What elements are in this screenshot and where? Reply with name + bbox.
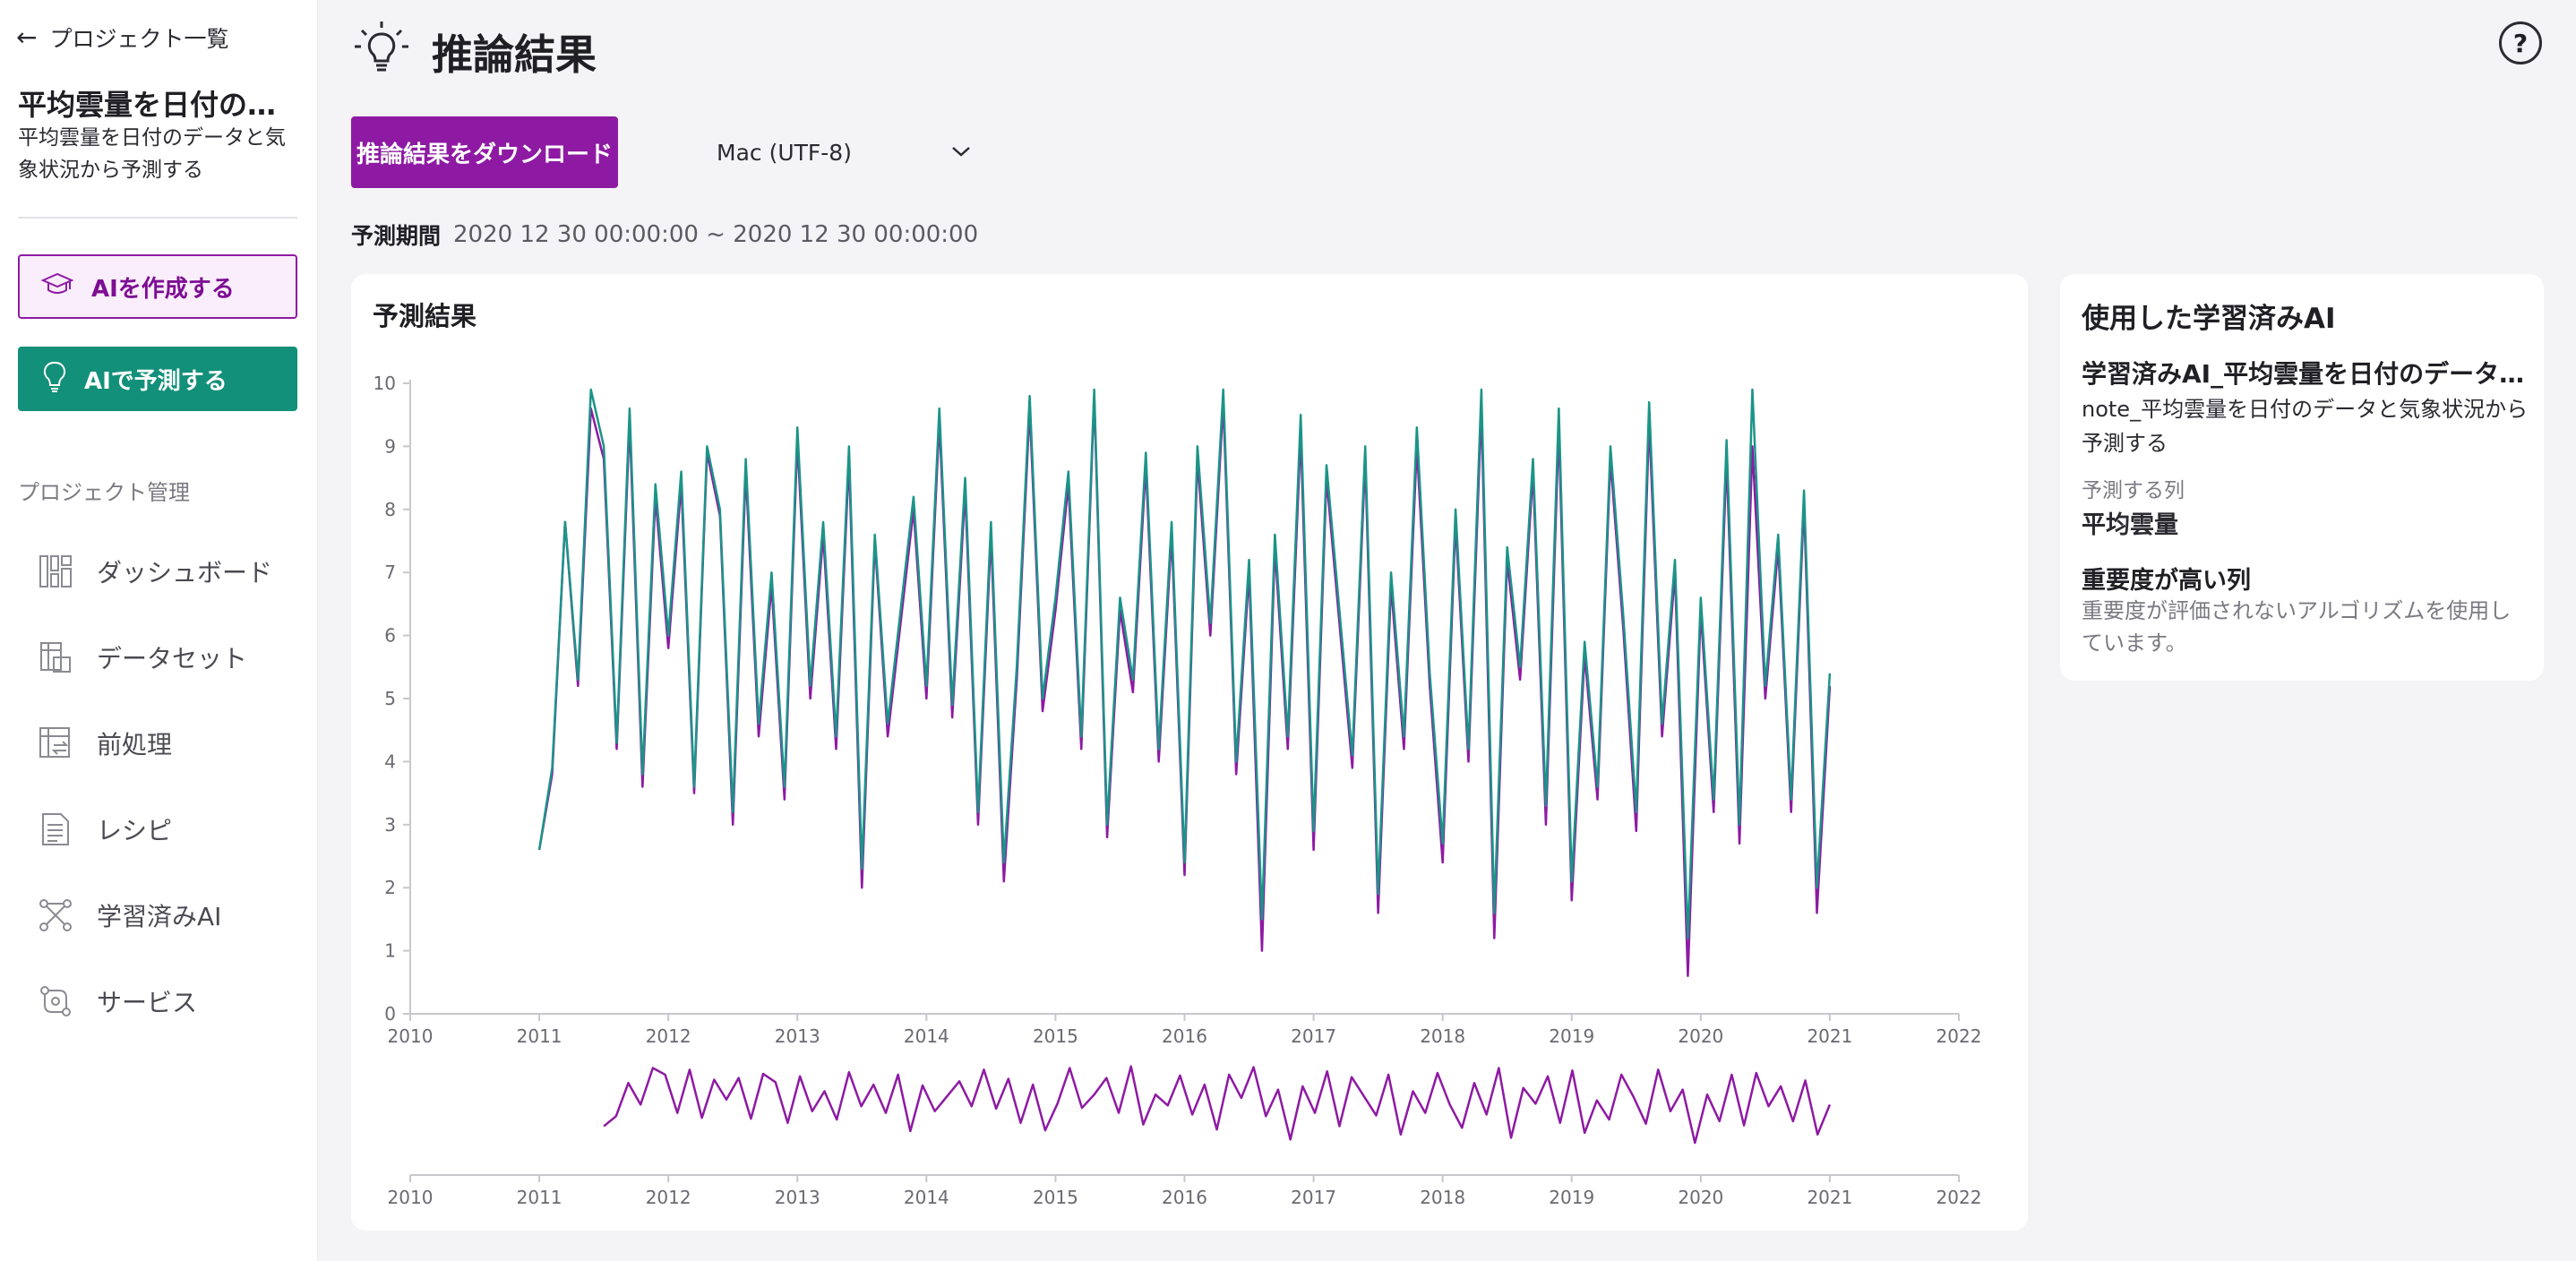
sidebar-item-trained-ai[interactable]: 学習済みAI [36,872,305,958]
arrow-left-icon: ← [16,22,38,52]
sidebar-item-label: レシピ [97,816,173,845]
sidebar: ← プロジェクト一覧 平均雲量を日付のデータと気象状況から予測する 平均雲量を日… [0,0,318,1261]
chart-card-title: 予測結果 [373,301,477,331]
sidebar-item-label: サービス [97,988,198,1017]
encoding-select-value: Mac (UTF-8) [717,139,852,166]
y-tick-label: 10 [374,373,396,394]
navigator-tick-label: 2018 [1420,1187,1465,1208]
project-description: 平均雲量を日付のデータと気象状況から予測する [18,126,286,182]
navigator-tick-label: 2021 [1807,1187,1852,1208]
page-header: 推論結果 [349,18,597,86]
sidebar-item-dataset[interactable]: データセット [36,614,305,700]
y-tick-label: 5 [384,688,396,709]
importance-value: 重要度が評価されないアルゴリズムを使用しています。 [2082,598,2512,656]
x-tick-label: 2016 [1162,1025,1207,1047]
trained-ai-card-title: 使用した学習済みAI [2082,303,2336,335]
target-column-label: 予測する列 [2082,479,2185,502]
back-to-projects-link[interactable]: ← プロジェクト一覧 [16,21,228,54]
service-icon [36,982,75,1021]
lightbulb-icon [349,18,414,86]
navigator-series-line [603,1065,1832,1145]
predict-ai-label: AIで予測する [84,367,228,395]
help-button[interactable]: ? [2499,21,2542,64]
prediction-period-label: 予測期間 [351,223,442,249]
trained-ai-note: note_平均雲量を日付のデータと気象状況から予測する [2082,397,2529,456]
target-column-value: 平均雲量 [2082,511,2178,539]
x-tick-label: 2020 [1678,1025,1723,1047]
x-tick-label: 2014 [904,1025,949,1047]
y-tick-label: 0 [384,1003,396,1025]
x-tick-label: 2021 [1807,1025,1852,1047]
prediction-period-value: 2020 12 30 00:00:00 ~ 2020 12 30 00:00:0… [453,221,979,248]
trained-ai-icon [36,896,75,935]
y-tick-label: 8 [384,499,396,520]
x-tick-label: 2011 [517,1025,562,1047]
predicted-series-line [537,394,1832,978]
project-title: 平均雲量を日付のデータと気象状況から予測する [18,88,300,122]
sidebar-item-label: ダッシュボード [97,558,273,588]
graduation-cap-icon [40,271,74,302]
x-tick-label: 2017 [1291,1025,1336,1047]
navigator-tick-label: 2022 [1936,1187,1982,1208]
x-tick-label: 2012 [646,1025,691,1047]
navigator-tick-label: 2014 [904,1187,949,1208]
download-results-button[interactable]: 推論結果をダウンロード [351,116,618,188]
sidebar-item-recipe[interactable]: レシピ [36,786,305,872]
recipe-icon [36,810,75,849]
sidebar-item-preprocess[interactable]: 前処理 [36,700,305,786]
back-link-label: プロジェクト一覧 [49,26,229,52]
x-tick-label: 2010 [388,1025,434,1047]
y-tick-label: 2 [384,877,396,898]
sidebar-item-label: 前処理 [97,730,173,759]
trained-ai-card: 使用した学習済みAI 学習済みAI_平均雲量を日付のデータと気象状況から予測する… [2060,274,2544,681]
y-tick-label: 7 [384,562,396,583]
navigator-tick-label: 2016 [1162,1187,1207,1208]
x-tick-label: 2022 [1936,1025,1982,1047]
sidebar-divider [18,217,297,219]
prediction-chart: 0 1 2 3 4 5 6 7 8 9 10 2010 2011 2012 2013 2014 2015 2016… [374,373,1982,1208]
navigator-tick-label: 2013 [775,1187,820,1208]
y-tick-label: 4 [384,751,396,772]
project-management-heading: プロジェクト管理 [18,480,190,505]
trained-ai-name: 学習済みAI_平均雲量を日付のデータと気象状況から予測する [2082,359,2529,389]
lightbulb-icon [43,361,66,397]
prediction-period: 予測期間 2020 12 30 00:00:00 ~ 2020 12 30 00… [351,219,978,251]
actual-series-line [537,388,1832,939]
navigator-tick-label: 2015 [1033,1187,1078,1208]
navigator-tick-label: 2019 [1549,1187,1594,1208]
help-icon: ? [2512,28,2529,58]
y-tick-label: 6 [384,625,396,647]
create-ai-label: AIを作成する [91,275,235,303]
encoding-select[interactable]: Mac (UTF-8) [717,129,972,176]
y-tick-label: 9 [384,435,396,457]
navigator-tick-label: 2011 [517,1187,562,1208]
navigator-tick-label: 2017 [1291,1187,1336,1208]
x-tick-label: 2019 [1549,1025,1594,1047]
sidebar-item-label: データセット [97,644,248,673]
navigator-tick-label: 2020 [1678,1187,1723,1208]
create-ai-button[interactable]: AIを作成する [18,254,297,319]
predict-ai-button[interactable]: AIで予測する [18,347,297,411]
prediction-chart-card: 予測結果 0 1 2 3 4 5 6 7 8 9 10 2010 2011 2012 2013 2014 201… [351,274,2028,1231]
project-nav: ダッシュボード データセット 前処理 レシピ 学習済みAI [36,528,305,1044]
sidebar-item-label: 学習済みAI [97,902,222,931]
y-tick-label: 1 [384,940,396,962]
chevron-down-icon [950,144,972,161]
y-tick-label: 3 [384,814,396,836]
importance-label: 重要度が高い列 [2082,567,2251,595]
x-tick-label: 2015 [1033,1025,1078,1047]
sidebar-item-service[interactable]: サービス [36,958,305,1044]
dashboard-icon [36,552,75,591]
page-title: 推論結果 [432,30,597,79]
navigator-tick-label: 2012 [646,1187,691,1208]
x-tick-label: 2018 [1420,1025,1465,1047]
dataset-icon [36,638,75,677]
x-tick-label: 2013 [775,1025,820,1047]
preprocess-icon [36,724,75,763]
navigator-tick-label: 2010 [388,1187,434,1208]
sidebar-item-dashboard[interactable]: ダッシュボード [36,528,305,614]
